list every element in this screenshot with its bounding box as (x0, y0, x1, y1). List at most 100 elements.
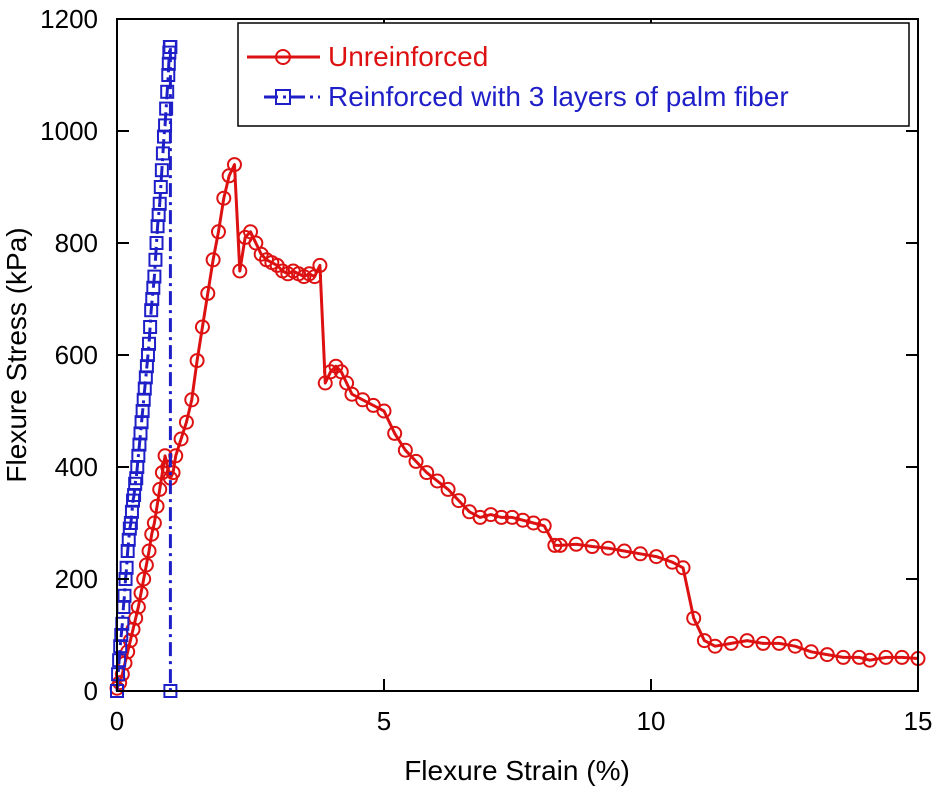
y-tick-label: 600 (55, 340, 98, 370)
x-tick-label: 5 (377, 706, 391, 736)
data-point (205, 252, 221, 268)
data-point (803, 644, 819, 660)
data-point (862, 652, 878, 668)
data-point (632, 546, 648, 562)
data-point (723, 635, 739, 651)
data-point (149, 498, 165, 514)
data-point (547, 537, 563, 553)
data-point (152, 196, 167, 211)
data-point (616, 543, 632, 559)
data-point (835, 649, 851, 665)
data-point (148, 252, 163, 267)
legend: Unreinforced Reinforced with 3 layers of… (237, 22, 910, 127)
data-point (133, 585, 149, 601)
series-layer (109, 40, 926, 698)
data-point (160, 84, 175, 99)
data-point (142, 336, 157, 351)
legend-box (237, 22, 910, 127)
data-point (675, 560, 691, 576)
x-tick-label: 0 (110, 706, 124, 736)
y-tick-label: 800 (55, 228, 98, 258)
data-point (138, 557, 154, 573)
data-point (483, 507, 499, 523)
data-point (165, 465, 181, 481)
data-point (173, 431, 189, 447)
data-point (419, 465, 435, 481)
data-point (232, 263, 248, 279)
data-point (226, 157, 242, 173)
data-point (878, 649, 894, 665)
legend-marker-square-icon (275, 89, 291, 105)
series-reinforced (110, 40, 178, 698)
data-point (472, 509, 488, 525)
data-point (312, 257, 328, 273)
legend-marker-circle-icon (275, 49, 291, 65)
data-point (189, 353, 205, 369)
data-point (440, 481, 456, 497)
data-point (112, 675, 128, 691)
data-point (149, 236, 164, 250)
data-point (210, 224, 226, 240)
data-point (184, 392, 200, 408)
data-point (504, 509, 520, 525)
data-point (152, 481, 168, 497)
series-unreinforced (109, 157, 926, 696)
data-point (376, 403, 392, 419)
data-point (707, 638, 723, 654)
y-tick-label: 200 (55, 564, 98, 594)
data-point (178, 414, 194, 430)
y-tick-label: 1000 (40, 116, 98, 146)
data-point (686, 610, 702, 626)
x-axis-title: Flexure Strain (%) (404, 755, 630, 786)
data-point (536, 518, 552, 534)
data-point (552, 537, 568, 553)
data-point (600, 540, 616, 556)
data-point (894, 649, 910, 665)
data-point (144, 526, 160, 542)
data-point (119, 560, 134, 575)
data-point (112, 653, 127, 668)
data-point (397, 442, 413, 458)
y-tick-label: 400 (55, 452, 98, 482)
data-point (819, 647, 835, 663)
data-point (111, 667, 126, 682)
ticks-layer: 0 5 10 15 0 200 400 600 800 1000 1200 (40, 4, 932, 736)
data-point (155, 146, 170, 161)
plot-area (109, 40, 926, 698)
data-point (771, 635, 787, 651)
data-point (787, 638, 803, 654)
data-point (143, 320, 158, 334)
x-tick-label: 15 (904, 706, 933, 736)
data-point (648, 549, 664, 565)
data-point (117, 588, 132, 603)
y-axis-title: Flexure Stress (kPa) (1, 227, 32, 482)
data-point (154, 163, 169, 178)
data-point (153, 180, 168, 194)
legend-label-unreinforced: Unreinforced (328, 41, 488, 72)
data-point (136, 571, 152, 587)
data-point (584, 539, 600, 555)
legend-label-reinforced: Reinforced with 3 layers of palm fiber (328, 81, 789, 112)
data-point (739, 633, 755, 649)
data-point (387, 425, 403, 441)
data-point (130, 599, 146, 615)
data-point (493, 509, 509, 525)
y-tick-label: 1200 (40, 4, 98, 34)
data-point (755, 635, 771, 651)
x-tick-label: 10 (637, 706, 666, 736)
data-point (429, 473, 445, 489)
data-point (851, 649, 867, 665)
data-point (216, 190, 232, 206)
data-point (158, 118, 173, 133)
data-point (568, 536, 584, 552)
data-point (451, 493, 467, 509)
data-point (159, 101, 174, 116)
data-point (163, 40, 178, 54)
y-tick-label: 0 (84, 676, 98, 706)
data-point (147, 269, 162, 284)
data-point (194, 319, 210, 335)
data-point (141, 543, 157, 559)
data-point (515, 512, 531, 528)
